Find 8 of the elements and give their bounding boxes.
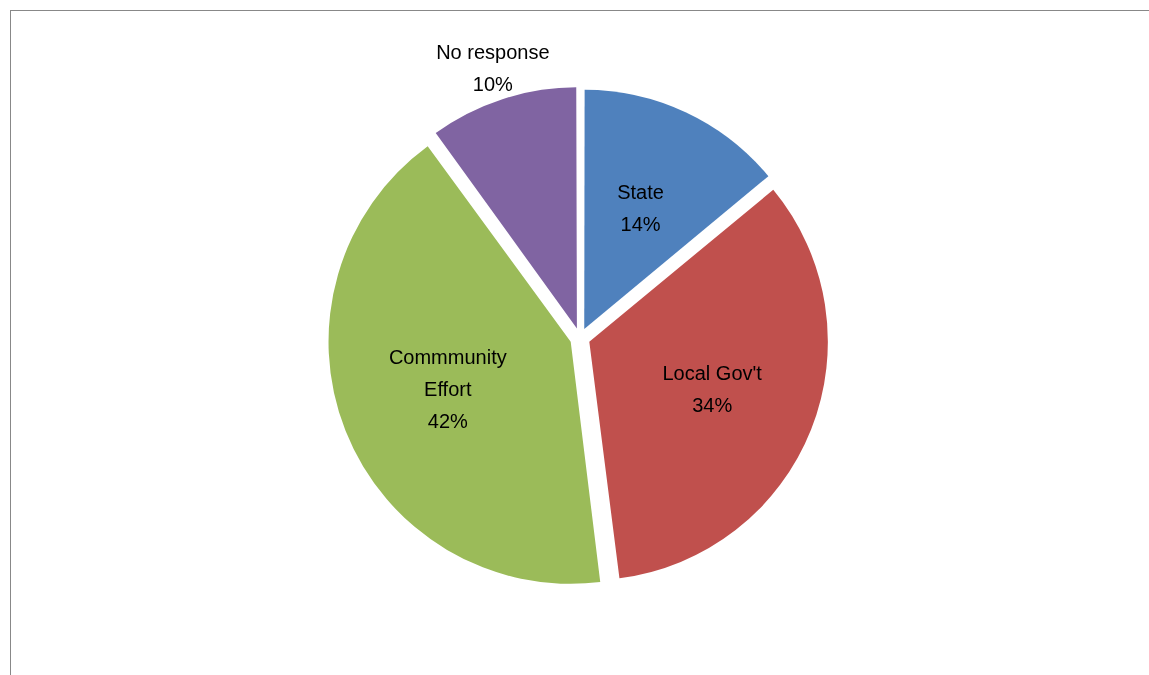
slice-label: Commmunity Effort [388,345,507,400]
data-label: 10% [472,73,514,96]
slice-label: No response [436,41,550,64]
slice-label: State [617,180,664,203]
data-label: 34% [692,393,733,416]
data-label: 42% [427,409,469,432]
slice-label: Local Gov't [662,361,763,384]
data-label: 14% [620,212,661,235]
